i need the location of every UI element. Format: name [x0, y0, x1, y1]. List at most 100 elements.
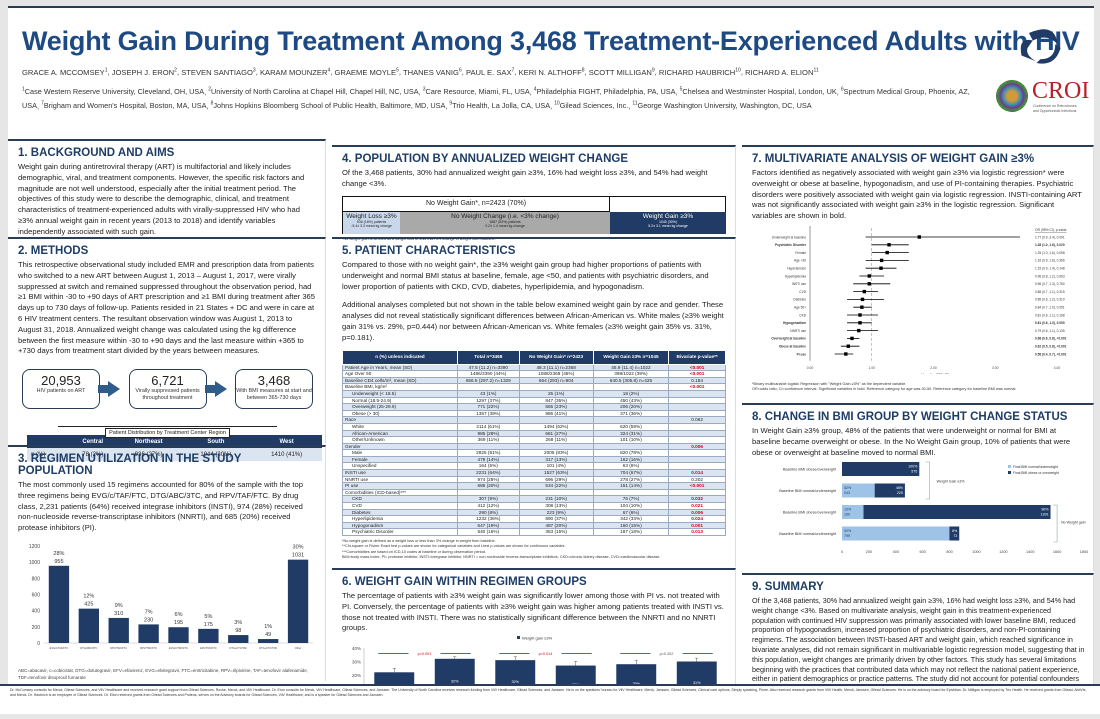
total-cell: 771 (22%) [456, 403, 520, 411]
or-marker [879, 258, 884, 263]
table-row: Other/Unknown 369 (11%) 268 (11%) 101 (10%) [342, 436, 726, 444]
section-regimen-groups: 6. WEIGHT GAIN WITHIN REGIMEN GROUPS The… [332, 568, 736, 710]
no-gain-cell: 565 (23%) [518, 403, 594, 411]
forest-row-label: NNRTI use [790, 329, 806, 333]
stacked-bar-segment [842, 526, 950, 541]
p-value-cell: 0.062 [668, 416, 726, 424]
bar [228, 635, 249, 643]
table-header-row: Central Northeast South West [27, 435, 322, 449]
gain-cell: 76 (7%) [592, 495, 670, 504]
no-gain-cell: 1494 (62%) [518, 422, 594, 431]
forest-row-value: 0.58 (0.4, 0.7), <0.001 [1035, 352, 1067, 356]
value-label: 1031 [292, 553, 304, 559]
total-cell: 2231 (64%) [456, 469, 520, 477]
row-label: Normal (18.5-24.9) [342, 396, 458, 405]
arrow-right-icon [204, 381, 227, 398]
no-gain-cell: 1527 (63%) [518, 469, 594, 477]
bar [168, 627, 189, 643]
forest-row-label: Age 50+ [794, 305, 806, 309]
total-cell: 43 (1%) [456, 389, 520, 398]
segment-percent-label: 48% [896, 486, 904, 490]
p-value-cell: 0.001 [668, 521, 726, 530]
forest-row-label: Hypogonadism [783, 321, 806, 325]
p-value-cell [668, 436, 726, 444]
column-header: West [251, 435, 322, 449]
flow-label: With BMI measures at start and between 3… [236, 388, 312, 402]
author-sup: 3 [252, 67, 256, 73]
gain-cell: 820 (78%) [592, 449, 670, 457]
forest-row-value: 0.85 (0.6, 1.2), 0.310 [1035, 298, 1065, 302]
section-regimen-utilization: 3. REGIMEN UTILIZATION IN THE STUDY POPU… [8, 445, 326, 689]
section-text: The percentage of patients with ≥3% weig… [342, 591, 724, 633]
stacked-bar-segment [842, 462, 920, 477]
value-label: 31% [693, 681, 701, 685]
distribution-title-text: Patient Distribution by Treatment Center… [105, 428, 230, 439]
affiliation-sup: 3 [422, 86, 426, 93]
table-cell: 78 (2%) [68, 448, 117, 462]
total-cell [456, 442, 520, 451]
total-cell: 685 (20%) [456, 482, 520, 490]
or-marker [887, 243, 891, 247]
bar [198, 628, 219, 643]
segment-percent-label: 10% [844, 508, 852, 512]
forest-row-value: 0.84 (0.7, 1.0), 0.051 [1035, 305, 1065, 309]
row-label: Hypogonadism [342, 521, 458, 530]
no-gain-cell: 696 (29%) [518, 475, 594, 484]
segment-value-label: 160 [844, 513, 850, 517]
bar [108, 617, 129, 643]
segment-value-label: 1391 [1041, 513, 1049, 517]
segment-value-label: 73 [953, 534, 957, 538]
flow-label: HIV patients on ART [36, 388, 86, 395]
affiliation-sup: 8 [210, 100, 214, 107]
forest-row-label: Underweight at baseline [772, 235, 806, 239]
author-name: THANES VANIG6 [402, 67, 462, 77]
total-cell: 1297 (37%) [456, 396, 520, 405]
gain-cell: 162 (16%) [592, 455, 670, 464]
x-tick-label: DTG+FTC/TAF [230, 646, 248, 650]
forest-row-label: CVD [799, 290, 806, 294]
section-heading: 1. BACKGROUND AND AIMS [18, 147, 175, 159]
total-cell: 540 (16%) [456, 528, 520, 536]
column-header: Northeast [116, 435, 181, 449]
table-row: NNRTI use 974 (28%) 696 (29%) 278 (27%) 0.20… [342, 475, 726, 484]
gain-cell: 620 (59%) [592, 422, 670, 431]
no-gain-cell [518, 416, 594, 424]
legend-swatch [1008, 465, 1011, 469]
or-marker [846, 344, 850, 348]
x-tick-label: 800 [946, 550, 952, 553]
gain-cell [592, 442, 670, 451]
flow-label: Virally suppressed patients throughout t… [135, 388, 200, 402]
table-row: Unspecified 164 (5%) 101 (4%) 63 (6%) [342, 462, 726, 471]
affiliation: 11George Washington University, Washingt… [632, 100, 812, 111]
or-marker [860, 297, 865, 302]
row-label: Male [342, 449, 458, 457]
x-tick-label: 3.00 [992, 366, 999, 370]
table-cell: 1044 (30%) [180, 448, 252, 462]
forest-row-label: Age <30 [794, 259, 806, 263]
p-value-cell [668, 429, 726, 438]
author-name: KARAM MOUNZER4 [259, 67, 331, 77]
no-gain-label: No Weight Gain*, n=2423 (70%) [343, 196, 610, 212]
author-sup: 1 [104, 67, 108, 73]
stacked-bar-segment [874, 483, 905, 498]
x-tick-label: 1400 [1026, 550, 1034, 553]
percent-label: 7% [145, 609, 153, 615]
footnote-line: *No weight gain is defined as a weight l… [342, 539, 496, 544]
or-marker [860, 305, 864, 309]
flow-number: 6,721 [151, 373, 184, 389]
footnote-line: **Chi-square or Fisher Exact test p-valu… [342, 544, 566, 549]
column-header: Weight Gain ≥3% n=1045 [592, 349, 670, 365]
table-row: Gender 0.006 [342, 442, 726, 451]
flow-box: 6,721 Virally suppressed patients through… [128, 369, 207, 410]
gain-cell: 704 (67%) [592, 469, 670, 477]
or-marker [885, 250, 889, 255]
no-gain-cell: 534 (22%) [518, 482, 594, 490]
section-heading: 8. CHANGE IN BMI GROUP BY WEIGHT CHANGE … [752, 411, 1068, 423]
forest-row-value: 0.88 (0.7, 1.1), 0.315 [1035, 290, 1065, 294]
p-value-label: p=0.014 [539, 652, 553, 656]
table-cell: 936 (27%) [116, 448, 181, 462]
section-methods: 2. METHODS This retrospective observatio… [8, 237, 326, 462]
percent-label: 30% [293, 545, 304, 551]
affiliation-sup: 5 [679, 86, 683, 93]
gain-cell: 45.9 (11.4) n=1022 [592, 363, 670, 372]
